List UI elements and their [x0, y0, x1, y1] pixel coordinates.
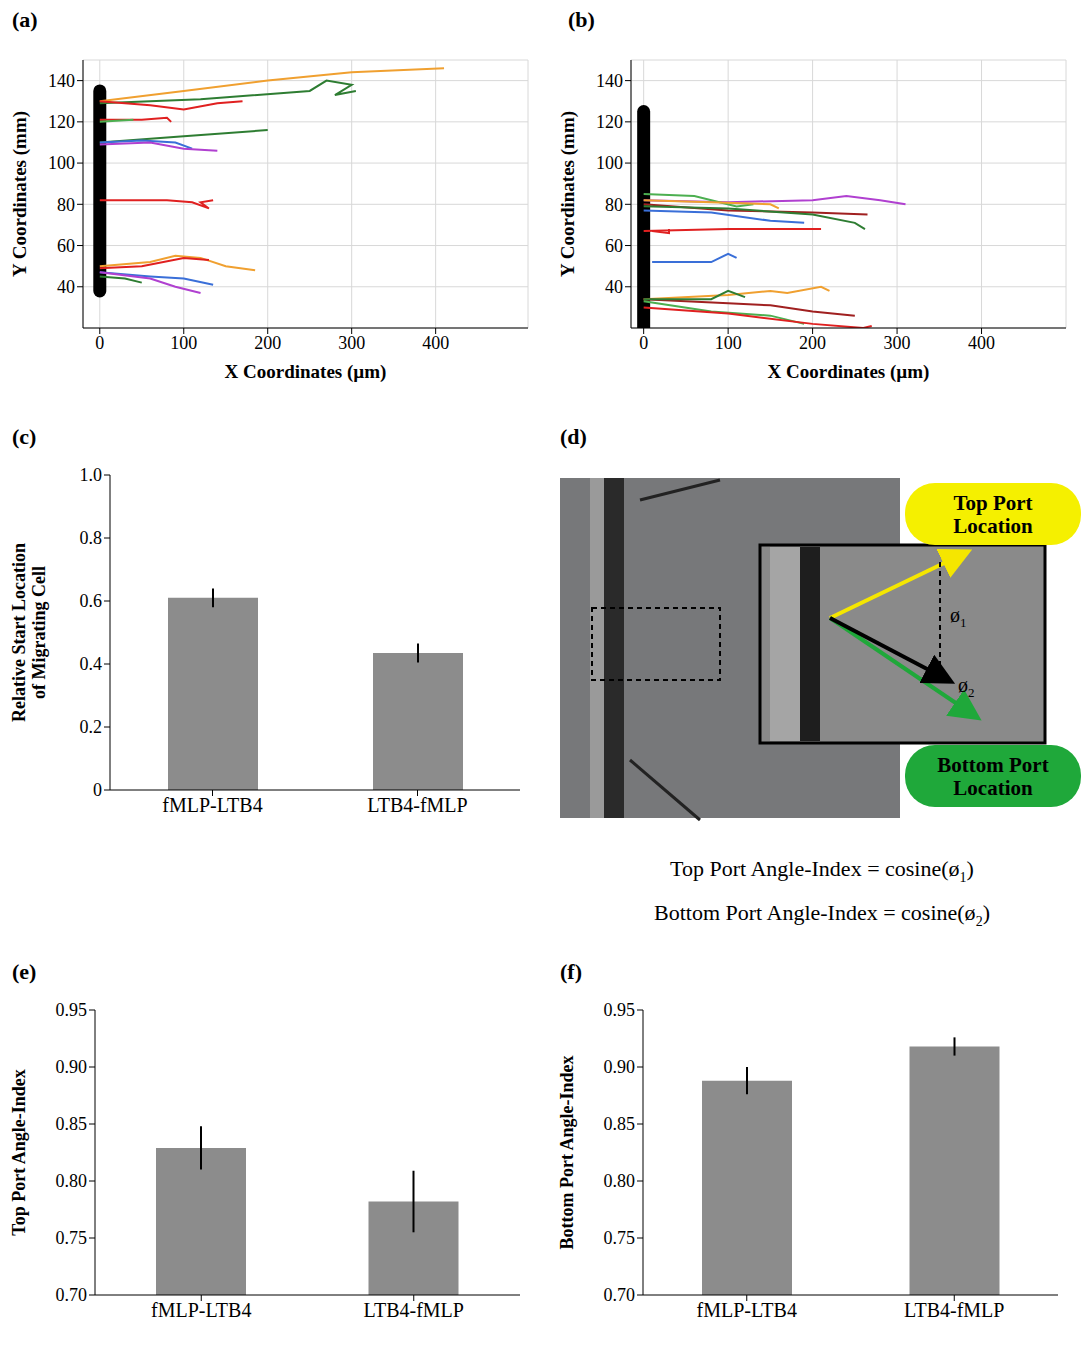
svg-text:Bottom Port Angle-Index: Bottom Port Angle-Index: [557, 1056, 577, 1250]
svg-text:120: 120: [596, 112, 623, 132]
svg-text:100: 100: [715, 333, 742, 353]
svg-text:ø2: ø2: [958, 674, 975, 700]
svg-text:200: 200: [254, 333, 281, 353]
svg-text:Top Port Angle-Index: Top Port Angle-Index: [9, 1069, 29, 1235]
svg-text:40: 40: [605, 277, 623, 297]
svg-text:0.80: 0.80: [56, 1171, 88, 1191]
svg-text:60: 60: [605, 236, 623, 256]
svg-text:LTB4-fMLP: LTB4-fMLP: [367, 794, 467, 816]
svg-text:Bottom PortLocation: Bottom PortLocation: [937, 753, 1048, 800]
svg-text:fMLP-LTB4: fMLP-LTB4: [162, 794, 262, 816]
svg-text:300: 300: [884, 333, 911, 353]
svg-text:0.95: 0.95: [604, 1000, 636, 1020]
html-text:(f): (f): [560, 959, 582, 984]
svg-text:80: 80: [57, 195, 75, 215]
svg-text:400: 400: [968, 333, 995, 353]
svg-text:0.70: 0.70: [604, 1285, 636, 1305]
svg-text:0.75: 0.75: [56, 1228, 88, 1248]
html-text:(e): (e): [12, 959, 37, 984]
html-text:(a): (a): [12, 7, 38, 32]
svg-text:Top PortLocation: Top PortLocation: [953, 491, 1033, 538]
svg-text:100: 100: [48, 153, 75, 173]
svg-text:Top Port Angle-Index = cosine(: Top Port Angle-Index = cosine(ø1): [670, 856, 974, 885]
svg-text:Relative Start Locationof Migr: Relative Start Locationof Migrating Cell: [9, 543, 49, 722]
svg-text:300: 300: [338, 333, 365, 353]
svg-text:X Coordinates (µm): X Coordinates (µm): [225, 361, 387, 383]
svg-text:Y Coordinates (mm): Y Coordinates (mm): [9, 111, 31, 277]
svg-text:fMLP-LTB4: fMLP-LTB4: [697, 1299, 797, 1321]
svg-text:LTB4-fMLP: LTB4-fMLP: [904, 1299, 1004, 1321]
svg-text:0.8: 0.8: [80, 528, 103, 548]
svg-text:1.0: 1.0: [80, 465, 103, 485]
svg-text:X Coordinates (µm): X Coordinates (µm): [768, 361, 930, 383]
svg-text:0.75: 0.75: [604, 1228, 636, 1248]
svg-text:40: 40: [57, 277, 75, 297]
svg-text:0.85: 0.85: [56, 1114, 88, 1134]
html-text:(b): (b): [568, 7, 595, 32]
html-text:(c): (c): [12, 424, 37, 449]
svg-text:0.70: 0.70: [56, 1285, 88, 1305]
svg-text:0.90: 0.90: [56, 1057, 88, 1077]
svg-text:0: 0: [93, 780, 102, 800]
svg-text:ø1: ø1: [950, 604, 967, 630]
svg-text:60: 60: [57, 236, 75, 256]
svg-text:0.90: 0.90: [604, 1057, 636, 1077]
svg-text:80: 80: [605, 195, 623, 215]
svg-text:0.2: 0.2: [80, 717, 103, 737]
svg-text:0.4: 0.4: [80, 654, 103, 674]
svg-text:0.85: 0.85: [604, 1114, 636, 1134]
svg-text:0.6: 0.6: [80, 591, 103, 611]
svg-text:140: 140: [48, 71, 75, 91]
svg-text:400: 400: [422, 333, 449, 353]
html-text:(d): (d): [560, 424, 587, 449]
svg-text:200: 200: [799, 333, 826, 353]
svg-text:LTB4-fMLP: LTB4-fMLP: [364, 1299, 464, 1321]
svg-text:Bottom Port Angle-Index = cosi: Bottom Port Angle-Index = cosine(ø2): [654, 900, 990, 929]
svg-text:0: 0: [639, 333, 648, 353]
svg-text:0.95: 0.95: [56, 1000, 88, 1020]
svg-text:0: 0: [95, 333, 104, 353]
svg-text:100: 100: [596, 153, 623, 173]
svg-text:140: 140: [596, 71, 623, 91]
svg-text:120: 120: [48, 112, 75, 132]
svg-text:Y Coordinates (mm): Y Coordinates (mm): [557, 111, 579, 277]
svg-text:fMLP-LTB4: fMLP-LTB4: [151, 1299, 251, 1321]
svg-text:100: 100: [170, 333, 197, 353]
svg-text:0.80: 0.80: [604, 1171, 636, 1191]
